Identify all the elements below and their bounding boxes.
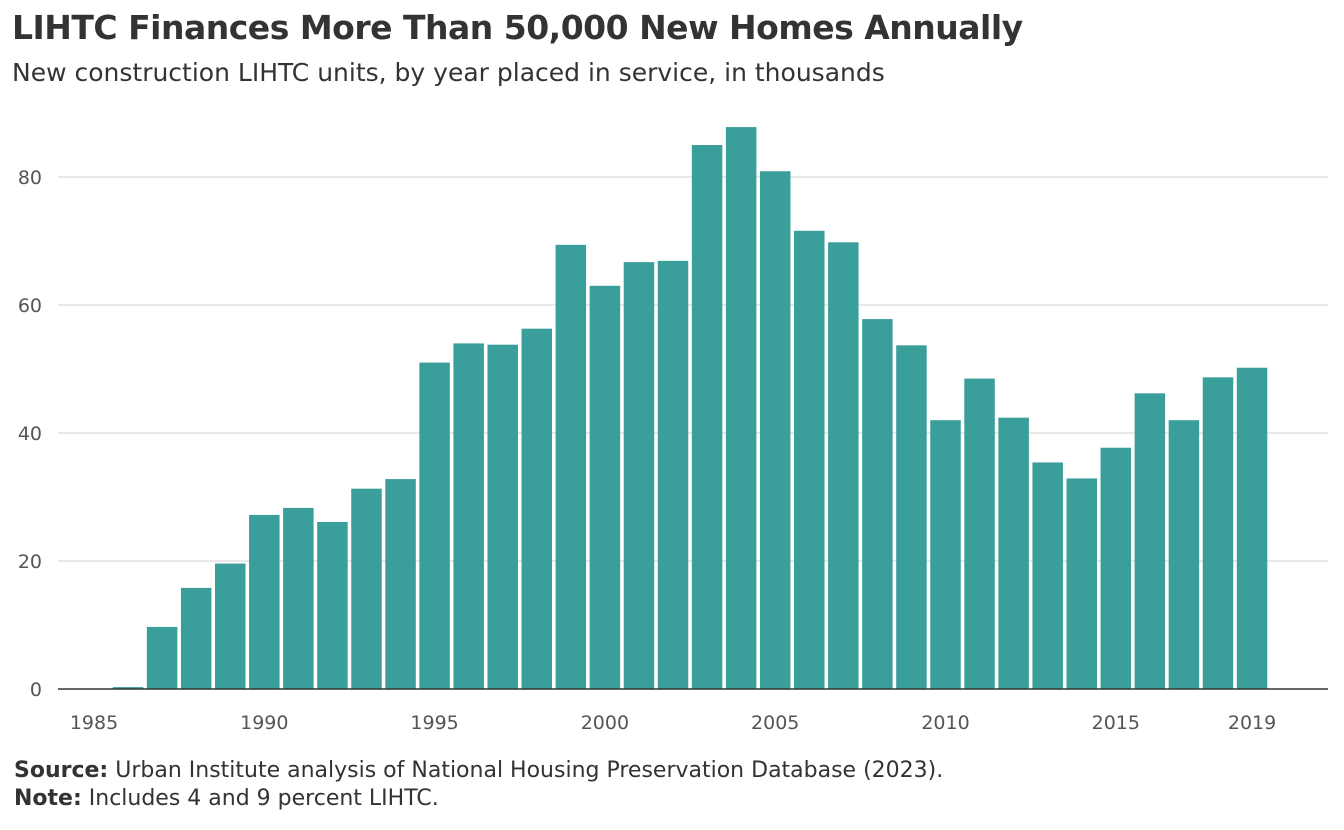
x-tick-label: 2015 [1092, 712, 1140, 734]
chart-note: Note: Includes 4 and 9 percent LIHTC. [14, 786, 439, 811]
bar-2006 [794, 230, 825, 689]
bar-2018 [1202, 377, 1234, 689]
bar-2007 [828, 242, 859, 689]
bar-2003 [691, 145, 723, 689]
bar-1990 [249, 514, 280, 689]
x-tick-label: 2005 [751, 712, 799, 734]
bar-2005 [759, 171, 791, 690]
bar-1997 [487, 344, 518, 689]
y-tick-label: 80 [18, 167, 42, 189]
x-tick-label: 2019 [1228, 712, 1276, 734]
bar-2014 [1066, 478, 1097, 689]
y-tick-label: 20 [18, 551, 42, 573]
bar-1989 [214, 563, 246, 689]
bar-1996 [453, 343, 484, 689]
source-label: Source: [14, 758, 109, 783]
bar-1992 [317, 521, 348, 689]
bar-2008 [862, 319, 893, 689]
bar-1987 [146, 626, 178, 689]
source-text: Urban Institute analysis of National Hou… [108, 758, 944, 783]
x-tick-label: 2010 [921, 712, 969, 734]
bars [112, 127, 1268, 690]
bar-2011 [964, 378, 995, 689]
bar-2010 [930, 420, 961, 689]
bar-2013 [1032, 462, 1063, 689]
x-tick-label: 2000 [581, 712, 629, 734]
bar-2015 [1100, 447, 1132, 689]
x-tick-label: 1990 [240, 712, 288, 734]
x-axis-ticks: 1985 1990 1995 2000 2005 2010 2015 2019 [70, 712, 1276, 734]
bar-2002 [657, 260, 689, 689]
bar-1986 [112, 687, 144, 689]
bar-2001 [623, 262, 655, 689]
bar-1993 [351, 488, 382, 689]
note-text: Includes 4 and 9 percent LIHTC. [81, 786, 439, 811]
chart-subtitle: New construction LIHTC units, by year pl… [12, 58, 885, 87]
note-label: Note: [14, 786, 82, 811]
bar-1999 [555, 244, 587, 689]
x-tick-label: 1995 [410, 712, 458, 734]
bar-1994 [385, 479, 416, 689]
bar-1998 [521, 328, 553, 689]
y-tick-label: 60 [18, 295, 42, 317]
bar-2000 [589, 285, 621, 689]
bar-2016 [1134, 393, 1166, 689]
x-tick-label: 1985 [70, 712, 118, 734]
bar-2009 [896, 345, 927, 689]
bar-1995 [419, 362, 450, 689]
bar-2004 [725, 127, 757, 689]
y-tick-label: 40 [18, 423, 42, 445]
bar-1988 [180, 587, 212, 689]
y-axis-ticks: 0 20 40 60 80 [18, 167, 42, 701]
chart-title: LIHTC Finances More Than 50,000 New Home… [12, 8, 1023, 47]
source-note: Source: Urban Institute analysis of Nati… [14, 758, 943, 783]
bar-2012 [998, 417, 1029, 689]
bar-2017 [1168, 420, 1200, 689]
y-tick-label: 0 [30, 679, 42, 701]
bar-1991 [283, 507, 314, 689]
bar-2019 [1236, 367, 1268, 689]
